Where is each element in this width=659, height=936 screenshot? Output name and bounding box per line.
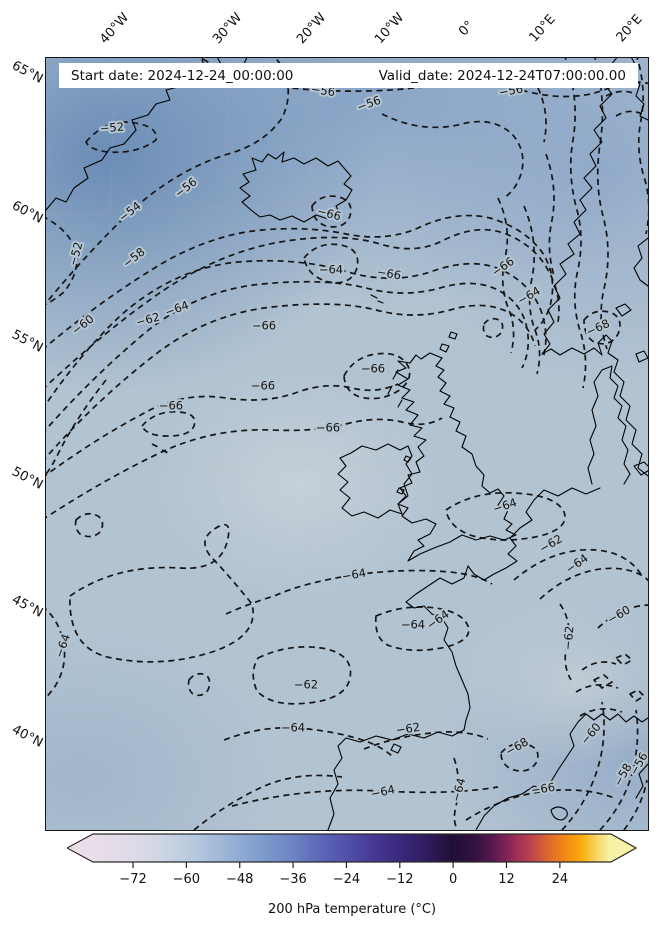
contour-value-label: −62 [134, 310, 161, 330]
contour-value-label: −66 [159, 399, 183, 413]
great-britain-coast [395, 352, 517, 562]
coastlines [46, 58, 648, 830]
lat-tick-label: 40°N [9, 722, 46, 751]
contour-value-label: −66 [530, 780, 556, 797]
contour-value-label: −68 [503, 734, 531, 758]
norway-coast [541, 58, 648, 477]
colorbar-tick-label: −48 [226, 872, 253, 887]
contour-value-label: −64 [52, 632, 73, 660]
contour-value-label: −66 [316, 421, 340, 435]
contour-value-label: −64 [370, 782, 397, 801]
contour-value-label: −68 [584, 316, 612, 339]
valid-date-label: Valid_date: 2024-12-24T07:00:00.00 [378, 67, 626, 84]
map-canvas: −56−56−56−52−52−54−56−58−60 −62−64−66−64−… [46, 58, 648, 830]
contour-value-label: −52 [66, 240, 86, 267]
colorbar-tick-label: −60 [173, 872, 200, 887]
lon-tick-label: 20°W [294, 10, 330, 48]
contour-value-label: −64 [401, 618, 425, 632]
lat-tick-label: 50°N [9, 464, 46, 493]
contour-value-label: −66 [376, 265, 402, 283]
contour-value-label: −64 [163, 298, 191, 319]
colorbar-tick-label: −24 [333, 872, 360, 887]
contour-value-label: −64 [341, 566, 367, 584]
lon-tick-label: 0° [456, 18, 478, 40]
colorbar-tick-label: 12 [498, 872, 515, 887]
contour-value-label: −56 [626, 750, 648, 778]
colorbar-ticks: −72 −60 −48 −36 −24 −12 0 12 24 [119, 862, 569, 887]
start-date-label: Start date: 2024-12-24_00:00:00 [71, 67, 294, 84]
lat-tick-label: 60°N [9, 198, 46, 227]
colorbar-label: 200 hPa temperature (°C) [267, 902, 437, 917]
contour-value-label: −64 [319, 263, 343, 277]
colorbar-tick-label: 0 [449, 872, 457, 887]
iceland-coast [239, 151, 353, 223]
lon-tick-label: 10°W [372, 10, 408, 48]
contour-value-label: −60 [605, 602, 633, 626]
lat-tick-label: 45°N [9, 592, 46, 621]
contour-value-label: −64 [281, 721, 305, 735]
contour-value-label: −64 [449, 776, 469, 803]
contour-value-label: −62 [560, 625, 576, 650]
ireland-coast [337, 443, 413, 519]
map-panel: −56 −56 −56 −52 −52 −54 −56 −58 −60 −62 −64 −66 −64−… [45, 57, 649, 831]
colorbar-tick-label: −36 [279, 872, 306, 887]
contour-value-label: −62 [395, 720, 421, 737]
lon-tick-label: 30°W [210, 10, 246, 48]
mediterranean-coast [475, 713, 648, 830]
contour-value-label: −66 [252, 319, 276, 333]
contour-value-label: −66 [316, 204, 343, 224]
graticule-lines [46, 58, 648, 830]
contour-value-label: −62 [294, 678, 318, 692]
contour-label-layer: −56−56−56−52−52−54−56−58−60 −62−64−66−64−… [50, 80, 648, 806]
temperature-contours [46, 58, 648, 830]
contour-value-label: −52 [99, 119, 124, 135]
contour-value-label: −64 [515, 283, 543, 307]
contour-value-label: −66 [361, 362, 385, 376]
contour-value-label: −64 [491, 495, 518, 516]
contour-value-label: −60 [577, 720, 603, 748]
continental-europe-coast [327, 487, 601, 830]
contour-value-label: −58 [120, 245, 148, 271]
contour-value-label: −56 [355, 93, 383, 114]
lon-tick-label: 20°E [613, 12, 646, 46]
colorbar-bar [67, 833, 637, 863]
lon-tick-label: 10°E [526, 12, 559, 46]
contour-value-label: −66 [251, 379, 275, 393]
contour-value-label: −62 [537, 531, 565, 555]
title-banner: Start date: 2024-12-24_00:00:00 Valid_da… [59, 63, 638, 88]
colorbar-tick-label: 24 [552, 872, 569, 887]
colorbar: −72 −60 −48 −36 −24 −12 0 12 24 [67, 833, 637, 887]
lat-tick-label: 65°N [9, 58, 46, 87]
lon-tick-label: 40°W [97, 10, 133, 48]
colorbar-tick-label: −12 [386, 872, 413, 887]
colorbar-tick-label: −72 [119, 872, 146, 887]
contour-value-label: −60 [69, 312, 97, 338]
contour-value-label: −56 [172, 175, 200, 201]
lat-tick-label: 55°N [9, 327, 46, 356]
denmark-coast [587, 365, 648, 485]
